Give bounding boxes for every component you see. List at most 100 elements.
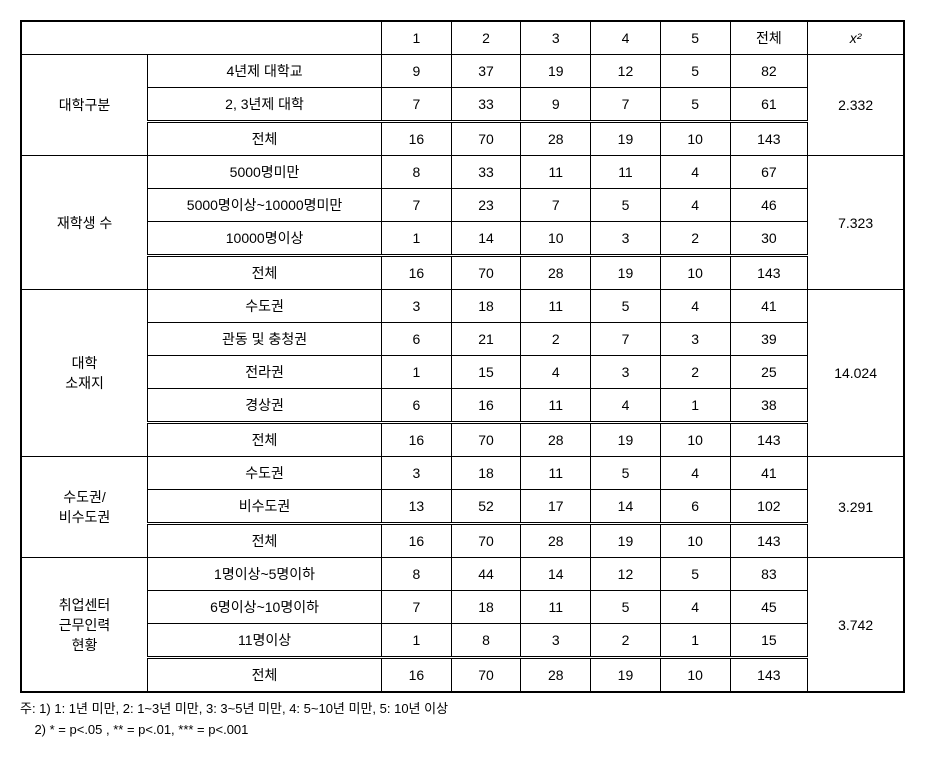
cell-value: 70	[451, 658, 521, 693]
cell-value: 70	[451, 423, 521, 457]
cell-value: 7	[382, 591, 452, 624]
cell-value: 16	[382, 122, 452, 156]
table-row: 10000명이상114103230	[21, 222, 904, 256]
cell-value: 10	[660, 658, 730, 693]
cell-value: 67	[730, 156, 808, 189]
row-label: 5000명미만	[148, 156, 382, 189]
header-col-4: 4	[591, 21, 661, 55]
chi-value: 3.291	[808, 457, 904, 558]
cell-value: 70	[451, 524, 521, 558]
cell-value: 4	[660, 591, 730, 624]
cell-value: 12	[591, 558, 661, 591]
header-col-1: 1	[382, 21, 452, 55]
cell-value: 7	[382, 189, 452, 222]
row-label: 전체	[148, 122, 382, 156]
cell-value: 28	[521, 256, 591, 290]
cell-value: 8	[451, 624, 521, 658]
cell-value: 15	[451, 356, 521, 389]
cell-value: 14	[451, 222, 521, 256]
table-row: 5000명이상~10000명미만72375446	[21, 189, 904, 222]
cell-value: 38	[730, 389, 808, 423]
cell-value: 143	[730, 658, 808, 693]
cell-value: 10	[660, 524, 730, 558]
chi-value: 14.024	[808, 290, 904, 457]
cell-value: 10	[660, 122, 730, 156]
stats-table: 12345전체x²대학구분4년제 대학교93719125822.3322, 3년…	[20, 20, 905, 693]
cell-value: 1	[382, 624, 452, 658]
row-label: 2, 3년제 대학	[148, 88, 382, 122]
cell-value: 4	[521, 356, 591, 389]
footnote-1: 주: 1) 1: 1년 미만, 2: 1~3년 미만, 3: 3~5년 미만, …	[20, 699, 905, 720]
table-row: 2, 3년제 대학73397561	[21, 88, 904, 122]
cell-value: 19	[591, 256, 661, 290]
cell-value: 7	[382, 88, 452, 122]
cell-value: 19	[591, 524, 661, 558]
cell-value: 61	[730, 88, 808, 122]
cell-value: 19	[591, 423, 661, 457]
table-row: 11명이상1832115	[21, 624, 904, 658]
row-label: 6명이상~10명이하	[148, 591, 382, 624]
group-name: 취업센터 근무인력 현황	[21, 558, 148, 693]
cell-value: 3	[591, 356, 661, 389]
cell-value: 28	[521, 122, 591, 156]
table-row: 전체1670281910143	[21, 256, 904, 290]
cell-value: 3	[660, 323, 730, 356]
cell-value: 11	[521, 457, 591, 490]
cell-value: 10	[521, 222, 591, 256]
cell-value: 19	[591, 122, 661, 156]
cell-value: 13	[382, 490, 452, 524]
cell-value: 14	[521, 558, 591, 591]
row-label: 경상권	[148, 389, 382, 423]
chi-symbol: x²	[850, 30, 862, 46]
cell-value: 37	[451, 55, 521, 88]
group-name: 대학구분	[21, 55, 148, 156]
table-row: 전체1670281910143	[21, 524, 904, 558]
cell-value: 11	[521, 591, 591, 624]
cell-value: 28	[521, 658, 591, 693]
cell-value: 5	[660, 88, 730, 122]
row-label: 수도권	[148, 290, 382, 323]
row-label: 전체	[148, 256, 382, 290]
cell-value: 6	[660, 490, 730, 524]
header-col-2: 2	[451, 21, 521, 55]
cell-value: 4	[660, 457, 730, 490]
row-label: 5000명이상~10000명미만	[148, 189, 382, 222]
cell-value: 9	[382, 55, 452, 88]
cell-value: 3	[521, 624, 591, 658]
table-row: 취업센터 근무인력 현황1명이상~5명이하84414125833.742	[21, 558, 904, 591]
cell-value: 2	[521, 323, 591, 356]
cell-value: 8	[382, 156, 452, 189]
cell-value: 10	[660, 423, 730, 457]
cell-value: 7	[521, 189, 591, 222]
table-row: 비수도권135217146102	[21, 490, 904, 524]
cell-value: 5	[660, 558, 730, 591]
cell-value: 5	[591, 189, 661, 222]
table-row: 수도권/ 비수도권수도권3181154413.291	[21, 457, 904, 490]
cell-value: 1	[660, 389, 730, 423]
row-label: 4년제 대학교	[148, 55, 382, 88]
table-row: 전체1670281910143	[21, 423, 904, 457]
cell-value: 19	[521, 55, 591, 88]
table-row: 6명이상~10명이하718115445	[21, 591, 904, 624]
cell-value: 143	[730, 256, 808, 290]
cell-value: 16	[382, 524, 452, 558]
cell-value: 143	[730, 122, 808, 156]
cell-value: 2	[660, 356, 730, 389]
chi-value: 3.742	[808, 558, 904, 693]
footnote-2: 2) * = p<.05 , ** = p<.01, *** = p<.001	[20, 720, 905, 741]
cell-value: 10	[660, 256, 730, 290]
table-row: 전라권11543225	[21, 356, 904, 389]
cell-value: 12	[591, 55, 661, 88]
header-col-5: 5	[660, 21, 730, 55]
cell-value: 2	[591, 624, 661, 658]
cell-value: 70	[451, 122, 521, 156]
cell-value: 6	[382, 323, 452, 356]
cell-value: 18	[451, 457, 521, 490]
chi-value: 2.332	[808, 55, 904, 156]
row-label: 수도권	[148, 457, 382, 490]
row-label: 전체	[148, 658, 382, 693]
cell-value: 4	[591, 389, 661, 423]
row-label: 비수도권	[148, 490, 382, 524]
cell-value: 5	[591, 457, 661, 490]
cell-value: 23	[451, 189, 521, 222]
